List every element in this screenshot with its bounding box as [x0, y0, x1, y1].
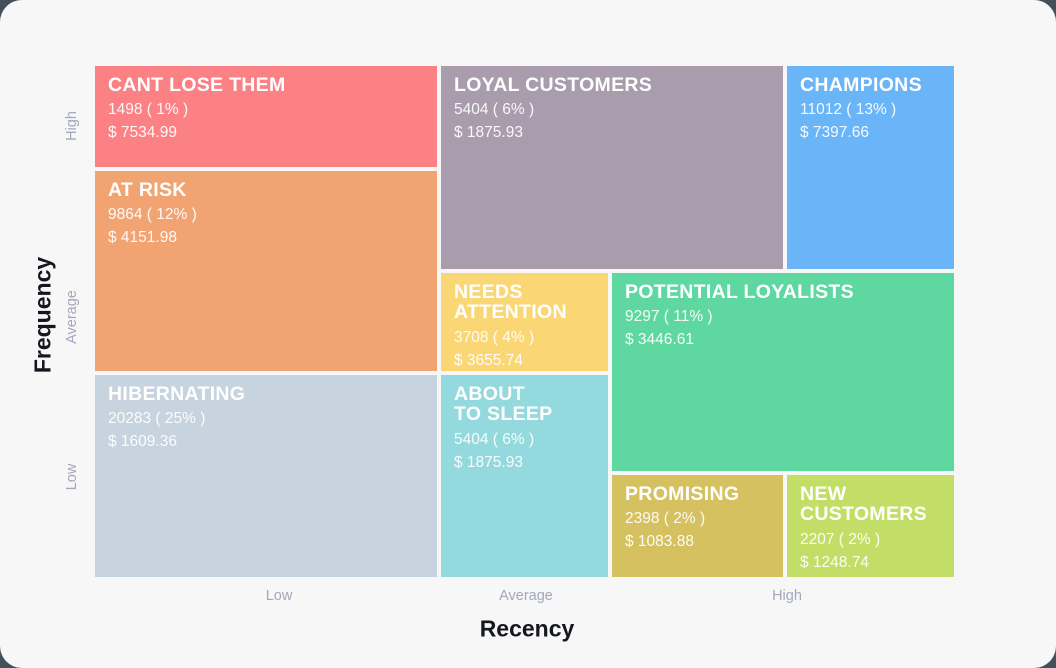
segment-count: 2398 ( 2% ) [625, 510, 706, 528]
segment-monetary: $ 7534.99 [108, 124, 177, 142]
segment-count: 11012 ( 13% ) [800, 101, 897, 119]
segment-title: NEW CUSTOMERS [800, 483, 927, 526]
segment-title: PROMISING [625, 483, 740, 505]
segment-monetary: $ 4151.98 [108, 229, 177, 247]
segment-title: NEEDS ATTENTION [454, 281, 567, 324]
segment-cant-lose-them[interactable]: CANT LOSE THEM 1498 ( 1% ) $ 7534.99 [95, 66, 437, 167]
segment-monetary: $ 1248.74 [800, 553, 869, 571]
segment-count: 2207 ( 2% ) [800, 530, 881, 548]
segment-count: 5404 ( 6% ) [454, 430, 535, 448]
segment-hibernating[interactable]: HIBERNATING 20283 ( 25% ) $ 1609.36 [95, 375, 437, 577]
y-tick-low: Low [64, 463, 80, 491]
segment-monetary: $ 3655.74 [454, 351, 523, 369]
segment-count: 9864 ( 12% ) [108, 206, 197, 224]
segment-count: 3708 ( 4% ) [454, 328, 535, 346]
segment-title: ABOUT TO SLEEP [454, 383, 553, 426]
x-tick-high: High [772, 588, 802, 604]
segment-about-to-sleep[interactable]: ABOUT TO SLEEP 5404 ( 6% ) $ 1875.93 [441, 375, 608, 577]
segment-monetary: $ 7397.66 [800, 124, 869, 142]
segment-promising[interactable]: PROMISING 2398 ( 2% ) $ 1083.88 [612, 475, 783, 577]
segment-title: POTENTIAL LOYALISTS [625, 281, 854, 303]
y-tick-average: Average [64, 290, 80, 344]
rfm-segment-grid: CANT LOSE THEM 1498 ( 1% ) $ 7534.99 LOY… [95, 66, 954, 577]
x-axis-label: Recency [479, 615, 575, 642]
segment-at-risk[interactable]: AT RISK 9864 ( 12% ) $ 4151.98 [95, 171, 437, 371]
segment-title: HIBERNATING [108, 383, 246, 405]
segment-champions[interactable]: CHAMPIONS 11012 ( 13% ) $ 7397.66 [787, 66, 954, 269]
segment-loyal-customers[interactable]: LOYAL CUSTOMERS 5404 ( 6% ) $ 1875.93 [441, 66, 783, 269]
segment-monetary: $ 1875.93 [454, 453, 523, 471]
x-tick-average: Average [499, 588, 553, 604]
y-tick-high: High [64, 111, 80, 141]
segment-new-customers[interactable]: NEW CUSTOMERS 2207 ( 2% ) $ 1248.74 [787, 475, 954, 577]
segment-title: CANT LOSE THEM [108, 74, 286, 96]
y-axis-label: Frequency [29, 256, 56, 374]
segment-title: LOYAL CUSTOMERS [454, 74, 653, 96]
segment-monetary: $ 1609.36 [108, 433, 177, 451]
segment-count: 20283 ( 25% ) [108, 410, 206, 428]
segment-monetary: $ 1875.93 [454, 124, 523, 142]
segment-title: AT RISK [108, 179, 187, 201]
x-tick-low: Low [265, 588, 293, 604]
segment-title: CHAMPIONS [800, 74, 922, 96]
segment-needs-attention[interactable]: NEEDS ATTENTION 3708 ( 4% ) $ 3655.74 [441, 273, 608, 371]
segment-count: 1498 ( 1% ) [108, 101, 189, 119]
segment-potential-loyalists[interactable]: POTENTIAL LOYALISTS 9297 ( 11% ) $ 3446.… [612, 273, 954, 471]
segment-count: 5404 ( 6% ) [454, 101, 535, 119]
segment-monetary: $ 3446.61 [625, 331, 694, 349]
segment-monetary: $ 1083.88 [625, 533, 694, 551]
segment-count: 9297 ( 11% ) [625, 308, 713, 326]
